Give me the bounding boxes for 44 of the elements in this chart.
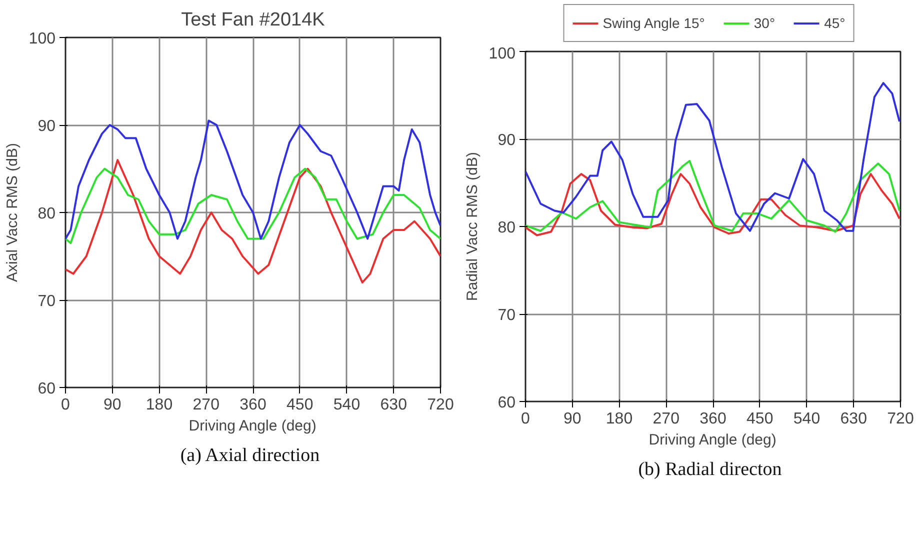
y-tick-label: 100 [488,46,516,62]
x-tick-label: 360 [240,396,266,414]
y-axis-title: Radial Vacc RMS (dB) [464,152,481,301]
line-series [66,159,440,284]
y-tick-label: 80 [498,220,516,236]
y-tick-label: 60 [498,394,516,412]
x-tick-label: 450 [746,410,774,428]
y-tick-label: 90 [498,132,516,149]
legend-label: Swing Angle 15° [602,15,705,31]
y-tick-label: 60 [38,380,56,398]
x-axis-title: Driving Angle (deg) [188,418,316,434]
x-tick-label: 630 [840,410,868,428]
x-tick-label: 360 [700,410,726,428]
line-series [66,168,440,244]
x-tick-label: 270 [652,410,680,428]
x-tick-label: 720 [427,396,454,414]
y-axis-title: Axial Vacc RMS (dB) [4,143,21,282]
y-tick-label: 90 [38,118,56,135]
x-tick-label: 90 [103,396,122,414]
x-axis-title: Driving Angle (deg) [648,432,776,448]
x-tick-label: 180 [146,396,173,414]
y-tick-label: 70 [38,293,56,310]
x-tick-label: 0 [61,396,70,414]
x-tick-label: 180 [606,410,633,428]
line-series [526,160,900,233]
x-tick-label: 0 [521,410,530,428]
line-series [66,120,440,240]
x-tick-label: 540 [793,410,820,428]
text: (b) Radial directon [638,458,782,482]
x-tick-label: 720 [887,410,914,428]
y-tick-label: 70 [498,307,516,324]
y-tick-label: 80 [38,206,56,222]
line-series [526,173,900,236]
x-tick-label: 90 [563,410,582,428]
line-series [526,82,900,232]
x-tick-label: 450 [286,396,314,414]
x-tick-label: 540 [333,396,360,414]
x-tick-label: 270 [192,396,220,414]
legend-label: 30° [754,15,776,31]
y-tick-label: 100 [28,30,56,48]
x-tick-label: 630 [380,396,408,414]
chart-title: Test Fan #2014K [181,10,326,30]
text: (a) Axial direction [180,444,320,468]
legend-label: 45° [824,15,846,31]
